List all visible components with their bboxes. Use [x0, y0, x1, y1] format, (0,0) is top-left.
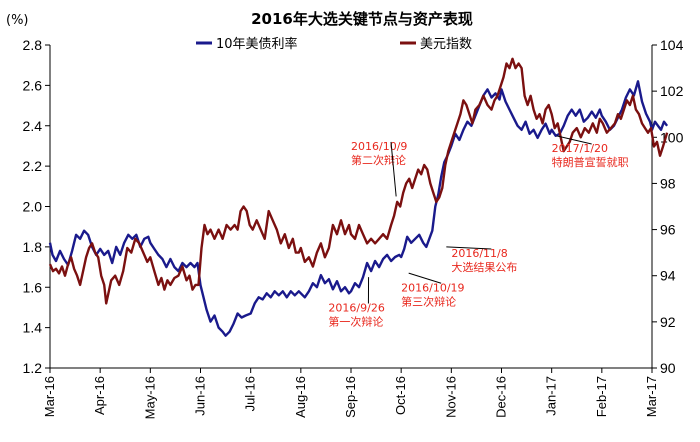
x-tick-label: Jul-16 [243, 376, 258, 411]
left-tick-label: 2.8 [23, 37, 43, 53]
right-tick-label: 94 [660, 268, 676, 284]
x-tick-label: Feb-17 [594, 376, 609, 417]
left-tick-label: 2.4 [23, 118, 43, 134]
annotation-label: 大选结果公布 [451, 260, 517, 274]
x-tick-label: May-16 [142, 376, 157, 419]
annotation-arrow [446, 246, 492, 250]
left-tick-label: 1.6 [23, 279, 43, 295]
annotation-label: 特朗普宣誓就职 [552, 155, 629, 169]
left-tick-label: 1.2 [23, 360, 43, 376]
annotation-label: 2016/11/8 [451, 247, 507, 260]
annotation-label: 2016/9/26 [328, 301, 384, 314]
left-tick-label: 1.4 [23, 320, 43, 336]
legend: 10年美债利率 美元指数 [196, 36, 472, 52]
chart-title: 2016年大选关键节点与资产表现 [251, 10, 473, 28]
x-tick-label: Jan-17 [544, 376, 559, 416]
left-tick-label: 2.2 [23, 158, 43, 174]
x-tick-label: Apr-16 [92, 376, 107, 415]
annotation-arrow [556, 135, 592, 145]
x-tick-label: Aug-16 [293, 376, 308, 418]
right-tick-label: 92 [660, 314, 676, 330]
right-tick-label: 104 [660, 37, 684, 53]
annotation-label: 2016/10/19 [401, 281, 464, 294]
x-axis-ticks: Mar-16 Apr-16 May-16 Jun-16 Jul-16 Aug-16 Sep-… [42, 368, 659, 419]
left-tick-label: 1.8 [23, 239, 43, 255]
x-tick-label: Jun-16 [193, 376, 208, 416]
x-tick-label: Mar-17 [644, 376, 659, 417]
annotation-arrow [390, 141, 397, 197]
legend-label-treasury: 10年美债利率 [216, 36, 298, 52]
right-tick-label: 90 [660, 360, 676, 376]
series-layer [48, 57, 669, 337]
x-tick-label: Oct-16 [393, 376, 408, 415]
annotation-label: 2016/10/9 [351, 140, 407, 153]
right-tick-label: 98 [660, 175, 676, 191]
annotation-label: 第一次辩论 [328, 314, 383, 328]
annotation-arrow [408, 272, 442, 284]
annotation-label: 第二次辩论 [351, 153, 406, 167]
right-tick-label: 96 [660, 222, 676, 238]
annotation-label: 第三次辩论 [401, 294, 456, 308]
series-line-treasury [48, 80, 669, 337]
legend-label-dollar: 美元指数 [420, 37, 472, 52]
x-tick-label: Dec-16 [494, 376, 509, 418]
left-tick-label: 2.6 [23, 77, 43, 93]
x-tick-label: Mar-16 [42, 376, 57, 417]
left-axis-unit: (%) [6, 13, 29, 28]
series-line-dollar [48, 57, 669, 305]
x-tick-label: Nov-16 [443, 376, 458, 418]
left-tick-label: 2.0 [23, 199, 43, 215]
annotation-layer: 2016/10/9第二次辩论2016/11/8大选结果公布2016/10/19第… [328, 135, 629, 328]
left-axis-ticks: 1.2 1.4 1.6 1.8 2.0 2.2 2.4 2.6 2.8 [23, 37, 50, 376]
right-tick-label: 102 [660, 83, 684, 99]
x-tick-label: Sep-16 [343, 376, 358, 418]
annotation-label: 2017/1/20 [552, 142, 608, 155]
